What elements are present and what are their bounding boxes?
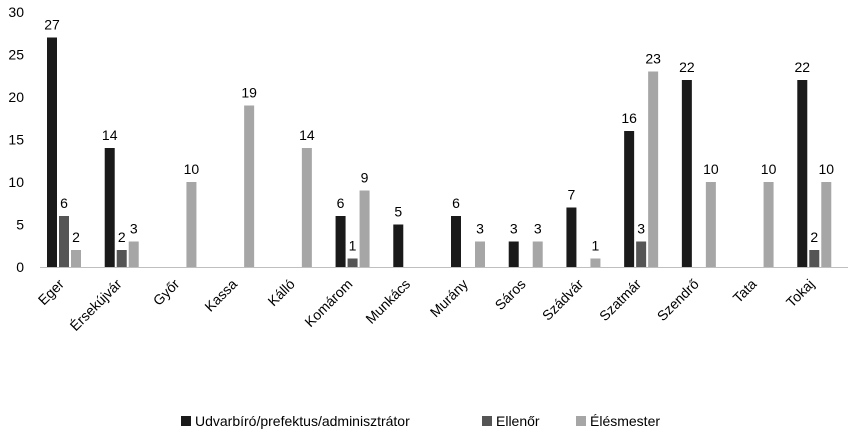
bar-0-13 bbox=[797, 80, 808, 267]
y-tick-label: 15 bbox=[8, 132, 24, 148]
data-label-2-4: 14 bbox=[299, 127, 315, 143]
category-label: Eger bbox=[35, 276, 67, 308]
category-label: Tokaj bbox=[783, 276, 817, 310]
bar-2-10 bbox=[648, 71, 659, 267]
bar-2-4 bbox=[301, 148, 312, 267]
category-label: Győr bbox=[150, 276, 183, 309]
data-label-2-1: 3 bbox=[130, 221, 138, 237]
y-tick-label: 30 bbox=[8, 4, 24, 20]
data-label-2-0: 2 bbox=[72, 229, 80, 245]
bar-0-1 bbox=[104, 148, 115, 267]
category-label: Sáros bbox=[492, 276, 529, 313]
data-label-0-13: 22 bbox=[794, 59, 810, 75]
bar-1-0 bbox=[59, 216, 69, 267]
data-label-0-8: 3 bbox=[510, 221, 518, 237]
category-label: Munkács bbox=[362, 276, 413, 327]
data-label-1-1: 2 bbox=[118, 229, 126, 245]
bar-2-12 bbox=[763, 182, 774, 267]
data-label-1-0: 6 bbox=[60, 195, 68, 211]
data-label-2-7: 3 bbox=[476, 221, 484, 237]
data-label-2-5: 9 bbox=[361, 170, 369, 186]
y-tick-label: 5 bbox=[16, 217, 24, 233]
y-tick-label: 25 bbox=[8, 47, 24, 63]
bar-2-11 bbox=[705, 182, 716, 267]
legend-label-2: Élésmester bbox=[590, 413, 660, 429]
bar-2-8 bbox=[532, 241, 543, 267]
data-label-2-13: 10 bbox=[818, 161, 834, 177]
bar-0-10 bbox=[624, 131, 635, 267]
category-label: Tata bbox=[730, 276, 760, 306]
data-label-1-10: 3 bbox=[637, 221, 645, 237]
bar-0-8 bbox=[508, 241, 519, 267]
data-label-2-2: 10 bbox=[184, 161, 200, 177]
bar-2-3 bbox=[244, 105, 255, 267]
category-labels: Eger Érsekújvár Győr Kassa Kálló Komárom Munká… bbox=[35, 276, 818, 334]
category-label: Murány bbox=[427, 276, 471, 320]
bar-0-7 bbox=[451, 216, 461, 267]
data-label-0-9: 7 bbox=[568, 187, 576, 203]
y-tick-label: 20 bbox=[8, 89, 24, 105]
data-label-0-0: 27 bbox=[44, 17, 60, 33]
data-label-0-5: 6 bbox=[337, 195, 345, 211]
data-label-2-10: 23 bbox=[645, 51, 661, 67]
bar-2-1 bbox=[128, 241, 139, 267]
bar-1-13 bbox=[809, 250, 820, 267]
legend-label-1: Ellenőr bbox=[496, 413, 540, 429]
category-label: Szádvár bbox=[539, 276, 587, 324]
category-label: Szatmár bbox=[596, 276, 644, 324]
bar-0-6 bbox=[393, 224, 404, 267]
bar-2-9 bbox=[590, 258, 601, 267]
bar-0-0 bbox=[47, 37, 57, 267]
legend-label-0: Udvarbíró/prefektus/adminisztrátor bbox=[195, 413, 410, 429]
data-label-0-7: 6 bbox=[452, 195, 460, 211]
data-label-1-5: 1 bbox=[349, 238, 357, 254]
bar-2-13 bbox=[821, 182, 832, 267]
legend: Udvarbíró/prefektus/adminisztrátor Ellenő… bbox=[181, 413, 660, 429]
bars bbox=[47, 37, 832, 267]
data-label-2-11: 10 bbox=[703, 161, 719, 177]
data-label-2-12: 10 bbox=[761, 161, 777, 177]
bar-2-5 bbox=[359, 190, 370, 267]
category-label: Kassa bbox=[201, 276, 240, 315]
bar-2-2 bbox=[186, 182, 197, 267]
legend-swatch-1 bbox=[482, 416, 492, 426]
data-label-0-1: 14 bbox=[102, 127, 118, 143]
y-axis: 0 5 10 15 20 25 30 bbox=[8, 4, 24, 275]
bar-1-5 bbox=[347, 258, 358, 267]
bar-0-5 bbox=[335, 216, 346, 267]
category-label: Kálló bbox=[265, 276, 298, 309]
data-label-1-13: 2 bbox=[810, 229, 818, 245]
bar-0-11 bbox=[681, 80, 692, 267]
data-label-2-3: 19 bbox=[241, 85, 257, 101]
category-label: Komárom bbox=[301, 276, 355, 330]
data-label-2-9: 1 bbox=[592, 238, 600, 254]
bar-1-10 bbox=[636, 241, 647, 267]
bar-0-9 bbox=[566, 207, 577, 267]
y-tick-label: 10 bbox=[8, 174, 24, 190]
data-label-2-8: 3 bbox=[534, 221, 542, 237]
data-label-0-10: 16 bbox=[621, 110, 637, 126]
data-label-0-11: 22 bbox=[679, 59, 695, 75]
data-label-0-6: 5 bbox=[394, 204, 402, 220]
y-tick-label: 0 bbox=[16, 259, 24, 275]
category-label: Szendrő bbox=[654, 276, 702, 324]
legend-swatch-0 bbox=[181, 416, 191, 426]
bar-2-0 bbox=[71, 250, 81, 267]
bar-2-7 bbox=[475, 241, 485, 267]
legend-swatch-2 bbox=[576, 416, 586, 426]
bar-1-1 bbox=[116, 250, 127, 267]
category-label: Érsekújvár bbox=[67, 276, 125, 334]
